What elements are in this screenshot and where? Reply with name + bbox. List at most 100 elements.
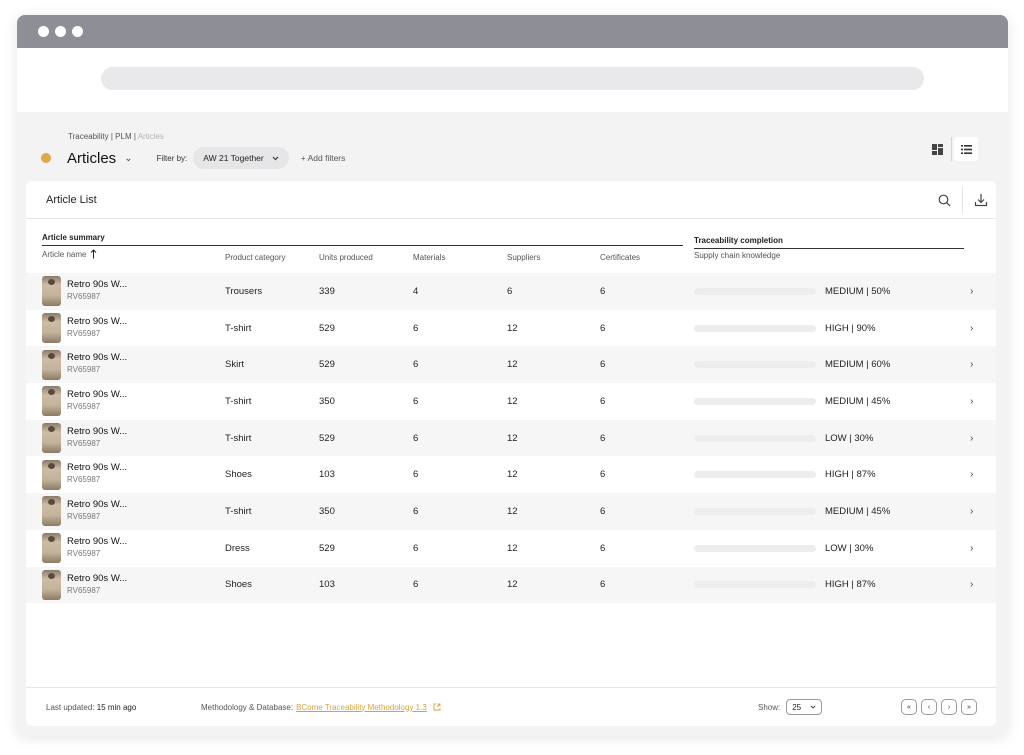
chevron-down-icon [810, 705, 816, 709]
grid-view-button[interactable] [925, 137, 949, 161]
certificates-count: 6 [600, 505, 606, 517]
certificates-count: 6 [600, 542, 606, 554]
certificates-count: 6 [600, 579, 606, 591]
chevron-down-icon[interactable]: ⌄ [124, 152, 133, 164]
card-header: Article List [26, 181, 996, 219]
table-row[interactable]: Retro 90s W... RV65987 Shoes 103 6 12 6 … [26, 566, 996, 604]
add-filters-button[interactable]: + Add filters [300, 153, 346, 163]
list-view-button[interactable] [954, 137, 978, 161]
product-category: Shoes [225, 579, 252, 591]
article-name: Retro 90s W... [67, 352, 128, 364]
traceability-progress-bar [694, 287, 816, 295]
breadcrumb: Traceability | PLM | Articles [68, 132, 164, 141]
article-name: Retro 90s W... [67, 279, 128, 290]
materials-count: 6 [413, 505, 419, 517]
column-header-supply-chain[interactable]: Supply chain knowledge [694, 251, 781, 260]
page-size-value: 25 [792, 702, 802, 712]
browser-titlebar [17, 15, 1008, 48]
traceability-level: MEDIUM | 60% [825, 359, 891, 371]
window-maximize-dot[interactable] [72, 26, 83, 37]
window-minimize-dot[interactable] [55, 26, 66, 37]
page-size: Show: 25 [758, 699, 823, 715]
article-list-card: Article List [26, 181, 996, 726]
address-bar[interactable] [101, 67, 924, 90]
table-row[interactable]: Retro 90s W... RV65987 Dress 529 6 12 6 … [26, 530, 996, 567]
search-icon [938, 194, 950, 206]
units-produced: 103 [319, 469, 335, 481]
table-row[interactable]: Retro 90s W... RV65987 Skirt 529 6 12 6 … [26, 346, 996, 384]
page-size-select[interactable]: 25 [786, 699, 823, 715]
prev-page-button[interactable]: ‹ [921, 699, 937, 715]
column-header-units-produced[interactable]: Units produced [319, 253, 373, 262]
traceability-progress-bar [694, 324, 816, 332]
certificates-count: 6 [600, 395, 606, 407]
chevron-right-icon: › [947, 703, 951, 711]
traceability-progress-bar [694, 361, 816, 369]
product-category: T-shirt [225, 322, 252, 334]
units-produced: 529 [319, 359, 335, 371]
article-code: RV65987 [67, 438, 101, 448]
column-header-suppliers[interactable]: Suppliers [507, 253, 541, 262]
view-toggle [925, 137, 978, 161]
card-title: Article List [46, 193, 97, 206]
units-produced: 350 [319, 395, 335, 407]
article-thumbnail [42, 569, 61, 600]
traceability-progress-bar [694, 581, 816, 589]
chevron-right-icon[interactable]: › [970, 395, 974, 407]
column-header-product-category[interactable]: Product category [225, 253, 286, 262]
table-row[interactable]: Retro 90s W... RV65987 T-shirt 350 6 12 … [26, 383, 996, 420]
chevron-right-icon[interactable]: › [970, 432, 974, 444]
window-close-dot[interactable] [38, 26, 49, 37]
traceability-level: HIGH | 90% [825, 322, 876, 334]
traceability-progress-bar [694, 397, 816, 405]
chevron-right-icon[interactable]: › [970, 285, 974, 297]
search-button[interactable] [929, 181, 959, 219]
article-thumbnail [42, 423, 61, 454]
browser-toolbar [17, 48, 1008, 112]
grid-view-icon [931, 143, 943, 155]
article-name: Retro 90s W... [67, 572, 128, 584]
traceability-level: MEDIUM | 45% [825, 395, 891, 407]
methodology-link[interactable]: BCome Traceability Methodology 1.3 [296, 702, 427, 712]
table-row[interactable]: Retro 90s W... RV65987 T-shirt 350 6 12 … [26, 493, 996, 530]
chevron-right-icon[interactable]: › [970, 542, 974, 554]
certificates-count: 6 [600, 322, 606, 334]
article-code: RV65987 [67, 512, 101, 522]
traceability-progress-bar [694, 434, 816, 442]
traceability-level: MEDIUM | 45% [825, 505, 891, 517]
chevron-right-icon[interactable]: › [970, 505, 974, 517]
chevron-right-icon[interactable]: › [970, 469, 974, 481]
column-header-article-name[interactable]: Article name [42, 249, 97, 259]
table-row[interactable]: Retro 90s W... RV65987 Trousers 339 4 6 … [26, 273, 996, 310]
column-header-certificates[interactable]: Certificates [600, 253, 641, 262]
traceability-progress-bar [694, 471, 816, 479]
next-page-button[interactable]: › [941, 699, 957, 715]
certificates-count: 6 [600, 359, 606, 371]
chevron-right-icon[interactable]: › [970, 359, 974, 371]
product-category: T-shirt [225, 432, 252, 444]
table-row[interactable]: Retro 90s W... RV65987 T-shirt 529 6 12 … [26, 419, 996, 457]
table-row[interactable]: Retro 90s W... RV65987 Shoes 103 6 12 6 … [26, 456, 996, 493]
article-name: Retro 90s W... [67, 499, 128, 511]
chevron-right-icon[interactable]: › [970, 322, 974, 334]
breadcrumb-plm[interactable]: PLM [115, 132, 132, 141]
units-produced: 529 [319, 542, 335, 554]
last-page-button[interactable]: » [961, 699, 977, 715]
article-thumbnail [42, 496, 61, 527]
card-footer: Last updated: 15 min ago Methodology & D… [26, 687, 996, 726]
column-header-materials[interactable]: Materials [413, 253, 446, 262]
first-page-button[interactable]: « [901, 699, 917, 715]
last-updated-value: 15 min ago [96, 702, 137, 712]
breadcrumb-current: Articles [137, 132, 164, 141]
external-link-icon[interactable] [433, 703, 441, 711]
download-button[interactable] [966, 181, 996, 219]
article-name: Retro 90s W... [67, 315, 128, 327]
materials-count: 6 [413, 432, 419, 444]
table-row[interactable]: Retro 90s W... RV65987 T-shirt 529 6 12 … [26, 310, 996, 347]
breadcrumb-traceability[interactable]: Traceability [68, 132, 109, 141]
units-produced: 529 [319, 432, 335, 444]
filter-chip[interactable]: AW 21 Together [193, 147, 289, 169]
materials-count: 6 [413, 469, 419, 481]
page-title[interactable]: Articles [67, 149, 117, 167]
chevron-right-icon[interactable]: › [970, 579, 974, 591]
